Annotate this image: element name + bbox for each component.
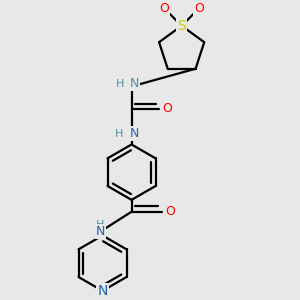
Text: O: O — [160, 2, 170, 15]
Text: O: O — [194, 2, 204, 15]
Text: H: H — [96, 220, 105, 230]
Text: H: H — [116, 79, 124, 89]
Text: N: N — [130, 77, 140, 90]
Text: O: O — [162, 102, 172, 116]
Text: H: H — [115, 129, 123, 139]
Text: N: N — [96, 225, 105, 238]
Text: N: N — [97, 284, 108, 298]
Text: N: N — [130, 128, 139, 140]
Text: O: O — [165, 205, 175, 218]
Text: S: S — [177, 19, 186, 33]
